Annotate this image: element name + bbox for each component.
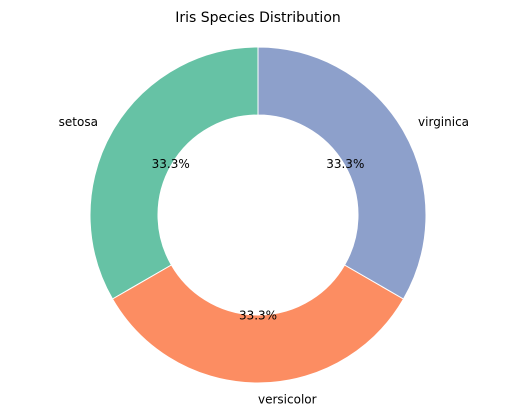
value-label: 33.3%: [326, 157, 364, 171]
slice-label: versicolor: [258, 392, 317, 406]
value-label: 33.3%: [239, 308, 277, 322]
slice: [257, 46, 427, 300]
value-label: 33.3%: [152, 157, 190, 171]
slice: [111, 264, 405, 384]
slice: [89, 46, 259, 300]
chart-title: Iris Species Distribution: [175, 10, 341, 26]
slice-label: setosa: [59, 115, 98, 129]
slice-label: virginica: [418, 115, 469, 129]
